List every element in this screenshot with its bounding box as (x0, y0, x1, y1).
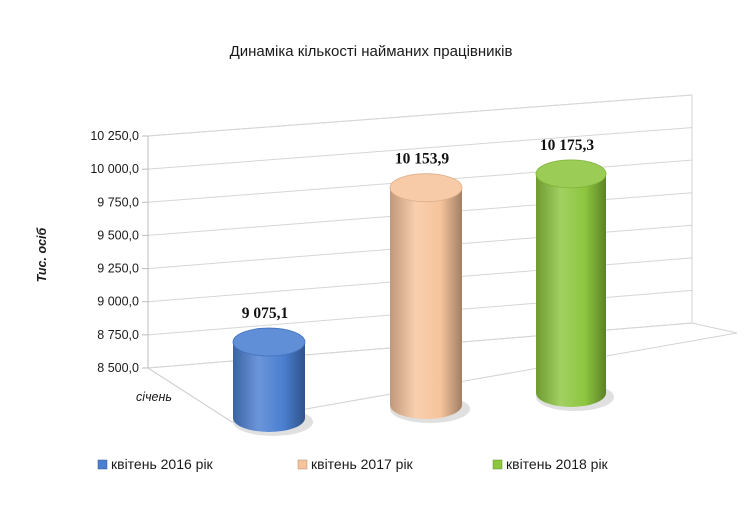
gridline (147, 127, 693, 170)
legend: квітень 2016 рік квітень 2017 рік квітень … (97, 456, 609, 472)
bar-body (536, 173, 606, 407)
bar-3 (535, 159, 614, 412)
data-label: 10 175,3 (540, 137, 595, 154)
y-tick-label: 9 000,0 (97, 295, 139, 309)
chart-title: Динаміка кількості найманих працівників (230, 43, 513, 60)
legend-swatch (297, 459, 308, 470)
bar-top (535, 159, 607, 189)
y-tick-label: 8 750,0 (97, 328, 139, 342)
bars (232, 159, 614, 436)
bar-top (232, 327, 306, 357)
y-tick-label: 9 250,0 (97, 262, 139, 276)
bar-top (389, 173, 463, 203)
legend-label: квітень 2018 рік (506, 456, 609, 472)
legend-label: квітень 2016 рік (111, 456, 214, 472)
y-axis: 8 500,0 8 750,0 9 000,0 9 250,0 9 500,0 9 750… (90, 129, 149, 375)
legend-swatch (97, 459, 108, 470)
depth-axis (147, 367, 233, 423)
data-label: 9 075,1 (242, 305, 289, 322)
y-axis-label: Тис. осіб (35, 226, 49, 282)
x-category-label: січень (136, 390, 172, 404)
y-tick-label: 10 000,0 (90, 162, 139, 176)
bar-1 (232, 327, 313, 436)
bar-body (233, 342, 305, 432)
data-label: 10 153,9 (395, 151, 450, 168)
legend-label: квітень 2017 рік (311, 456, 414, 472)
bar-2 (389, 173, 470, 424)
y-tick-label: 8 500,0 (97, 361, 139, 375)
legend-item: квітень 2016 рік (97, 456, 214, 472)
legend-swatch (492, 459, 503, 470)
gridline (147, 94, 693, 137)
y-tick-label: 9 750,0 (97, 195, 139, 209)
legend-item: квітень 2017 рік (297, 456, 414, 472)
y-tick-label: 9 500,0 (97, 228, 139, 242)
bar-body (390, 187, 462, 420)
data-labels: 9 075,1 10 153,9 10 175,3 (242, 137, 595, 322)
legend-item: квітень 2018 рік (492, 456, 609, 472)
y-tick-label: 10 250,0 (90, 129, 139, 143)
